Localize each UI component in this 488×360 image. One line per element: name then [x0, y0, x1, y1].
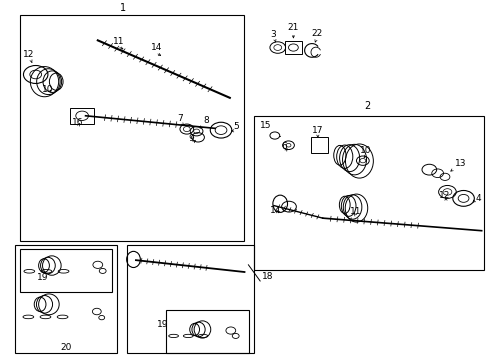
Text: 15: 15: [260, 121, 271, 130]
Text: 11: 11: [349, 207, 361, 216]
Bar: [310, 137, 327, 153]
Text: 14: 14: [269, 206, 281, 215]
Text: 6: 6: [281, 142, 287, 151]
Text: 8: 8: [203, 116, 208, 125]
Text: 18: 18: [261, 272, 273, 281]
Text: 19: 19: [37, 273, 48, 282]
Text: 19: 19: [157, 320, 168, 329]
Text: 10: 10: [359, 145, 371, 154]
Bar: [284, 41, 302, 54]
Text: 17: 17: [311, 126, 323, 135]
Text: 21: 21: [287, 23, 299, 32]
Text: 9: 9: [188, 134, 194, 143]
Text: 14: 14: [150, 43, 162, 52]
Text: 16: 16: [71, 118, 83, 127]
Text: 22: 22: [310, 29, 322, 38]
Text: 10: 10: [42, 85, 54, 94]
Text: 3: 3: [269, 30, 275, 39]
Text: 13: 13: [454, 159, 466, 168]
Bar: [70, 108, 94, 124]
Text: 20: 20: [60, 343, 72, 352]
Text: 4: 4: [474, 194, 480, 203]
Text: 7: 7: [177, 114, 183, 123]
Text: 5: 5: [233, 122, 239, 131]
Text: 2: 2: [364, 102, 370, 112]
Text: 12: 12: [438, 191, 450, 200]
Text: 12: 12: [22, 50, 34, 59]
Text: 11: 11: [112, 37, 124, 46]
Text: 1: 1: [120, 3, 126, 13]
